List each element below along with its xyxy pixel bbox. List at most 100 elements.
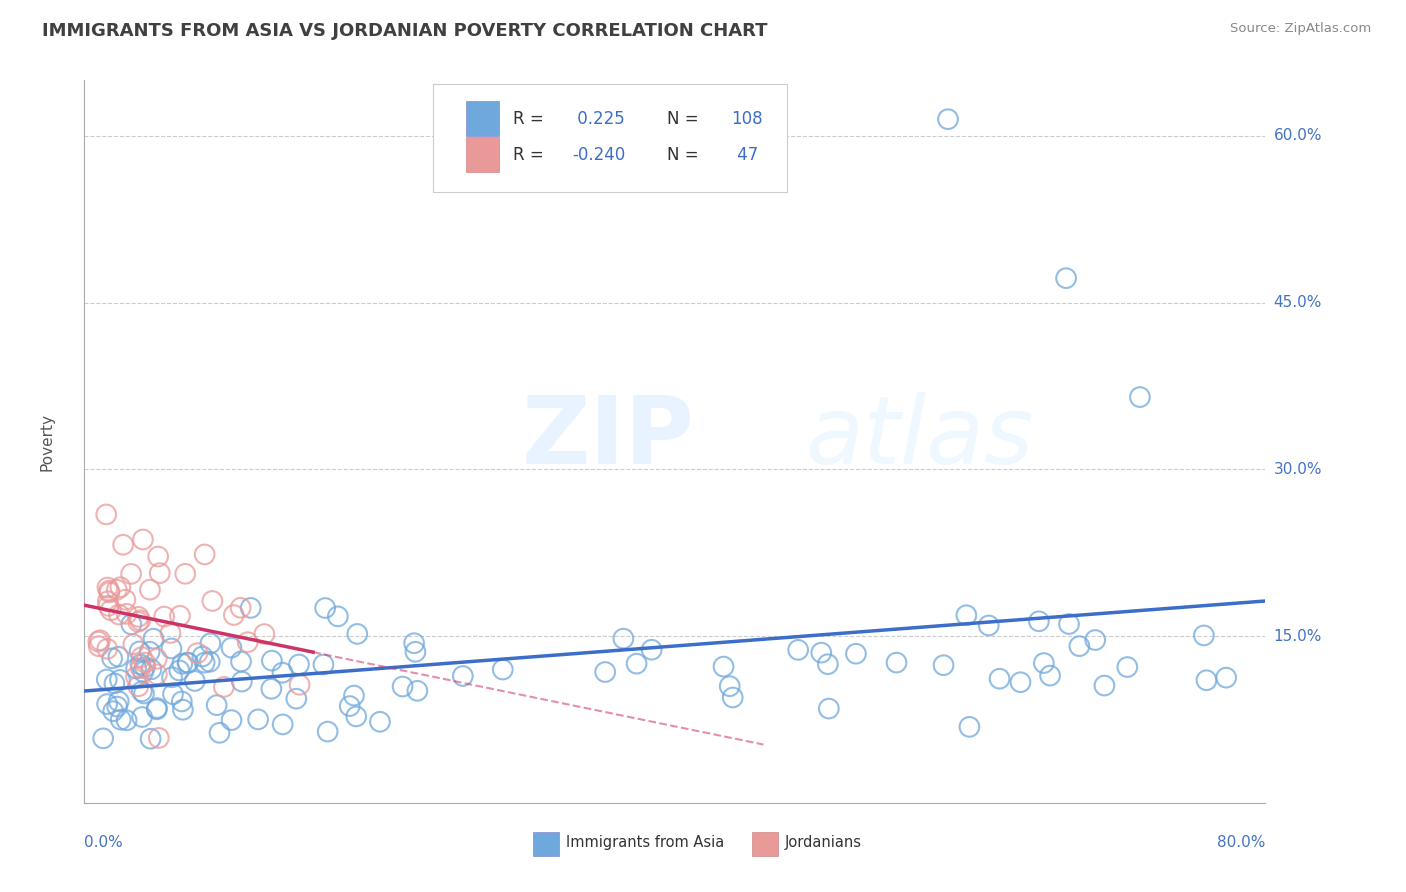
Point xyxy=(1054,271,1077,285)
Point xyxy=(96,641,118,656)
Point xyxy=(721,690,744,705)
Point xyxy=(1032,656,1054,670)
Point xyxy=(626,657,648,671)
Point xyxy=(176,656,198,670)
Point xyxy=(169,608,191,623)
Point xyxy=(107,694,129,708)
Point xyxy=(128,644,150,658)
Point xyxy=(326,609,349,624)
Point xyxy=(492,663,515,677)
Point xyxy=(288,678,311,692)
Point xyxy=(208,726,231,740)
Point xyxy=(159,626,181,640)
Text: Poverty: Poverty xyxy=(39,412,55,471)
Point xyxy=(142,632,165,646)
Point xyxy=(260,681,283,696)
Point xyxy=(404,636,426,650)
Point xyxy=(404,645,426,659)
FancyBboxPatch shape xyxy=(433,84,787,193)
Point xyxy=(132,665,155,679)
Point xyxy=(451,669,474,683)
Point xyxy=(105,582,128,597)
Point xyxy=(105,699,128,714)
Point xyxy=(96,673,118,687)
Point xyxy=(239,600,262,615)
Point xyxy=(886,656,908,670)
Point xyxy=(932,658,955,673)
Point xyxy=(129,661,152,675)
Point xyxy=(1094,679,1116,693)
Point xyxy=(112,538,135,552)
Point xyxy=(818,701,841,715)
Point xyxy=(87,634,110,648)
Point xyxy=(172,657,194,671)
Point xyxy=(316,724,339,739)
Point xyxy=(988,672,1011,686)
Point xyxy=(1084,632,1107,647)
Point xyxy=(285,691,308,706)
Point xyxy=(162,687,184,701)
Point xyxy=(96,508,118,522)
Point xyxy=(146,702,169,716)
Point xyxy=(120,566,142,581)
Point xyxy=(129,613,152,627)
Text: 30.0%: 30.0% xyxy=(1274,462,1322,477)
Point xyxy=(107,649,129,664)
Point xyxy=(936,112,959,127)
Point xyxy=(205,698,228,713)
Point xyxy=(977,618,1000,632)
Point xyxy=(593,665,616,679)
Point xyxy=(955,608,977,623)
Point xyxy=(713,659,735,673)
Point xyxy=(212,680,235,694)
Point xyxy=(339,699,361,714)
Point xyxy=(191,649,214,664)
Point xyxy=(177,656,200,670)
Point xyxy=(98,583,121,598)
Point xyxy=(169,664,191,678)
Point xyxy=(194,656,217,670)
Point xyxy=(1069,639,1091,653)
Point xyxy=(1129,390,1152,404)
Point xyxy=(194,548,217,562)
Text: 45.0%: 45.0% xyxy=(1274,295,1322,310)
Point xyxy=(146,701,169,715)
Text: 47: 47 xyxy=(731,145,758,164)
Point xyxy=(1010,675,1032,690)
Point xyxy=(343,689,366,703)
Point xyxy=(845,647,868,661)
Point xyxy=(172,703,194,717)
Point xyxy=(222,608,245,623)
Point xyxy=(115,607,138,621)
Point xyxy=(640,642,662,657)
Point xyxy=(149,566,172,580)
Point xyxy=(146,549,169,564)
Point xyxy=(148,731,170,745)
Point xyxy=(174,566,197,581)
Point xyxy=(146,652,169,666)
Point xyxy=(122,637,145,651)
Point xyxy=(787,643,810,657)
Point xyxy=(127,679,149,693)
Point xyxy=(132,533,155,547)
Point xyxy=(160,641,183,656)
Text: atlas: atlas xyxy=(804,392,1033,483)
Point xyxy=(253,627,276,641)
Point xyxy=(131,684,153,698)
Text: Immigrants from Asia: Immigrants from Asia xyxy=(567,835,724,850)
Point xyxy=(91,731,114,746)
Point xyxy=(134,660,156,674)
Point xyxy=(108,673,131,687)
Point xyxy=(97,594,120,608)
Point xyxy=(1215,671,1237,685)
Text: 0.225: 0.225 xyxy=(572,110,624,128)
Text: R =: R = xyxy=(513,110,544,128)
Point xyxy=(368,714,391,729)
Point xyxy=(612,632,634,646)
Point xyxy=(260,654,283,668)
Point xyxy=(312,657,335,672)
Point xyxy=(103,704,125,718)
Text: Source: ZipAtlas.com: Source: ZipAtlas.com xyxy=(1230,22,1371,36)
Point xyxy=(200,636,222,650)
Point xyxy=(132,686,155,700)
